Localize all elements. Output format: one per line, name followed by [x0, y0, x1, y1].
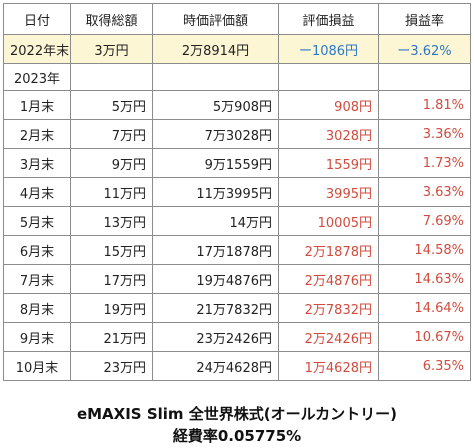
invested-cell: 11万円 — [70, 177, 153, 207]
month-cell: 6月末 — [3, 235, 71, 265]
invested-cell: 13万円 — [70, 206, 153, 236]
value-cell: 19万4876円 — [152, 264, 279, 294]
month-cell: 5月末 — [3, 206, 71, 236]
header-value: 時価評価額 — [152, 3, 279, 35]
pl-cell: 1万4628円 — [278, 351, 379, 381]
table-row: 4月末 11万円 11万3995円 3995円 3.63% — [3, 177, 471, 207]
table-row: 3月末 9万円 9万1559円 1559円 1.73% — [3, 148, 471, 178]
table-row: 5月末 13万円 14万円 10005円 7.69% — [3, 206, 471, 236]
invested-cell: 21万円 — [70, 322, 153, 352]
year-empty-cell — [378, 63, 471, 91]
invested-cell: 7万円 — [70, 119, 153, 149]
table-row: 7月末 17万円 19万4876円 2万4876円 14.63% — [3, 264, 471, 294]
rate-cell: 14.64% — [378, 293, 471, 323]
value-cell: 11万3995円 — [152, 177, 279, 207]
pl-cell: 908円 — [278, 90, 379, 120]
year-empty-cell — [278, 63, 379, 91]
header-pl: 評価損益 — [278, 3, 379, 35]
performance-table: 日付 取得総額 時価評価額 評価損益 損益率 2022年末 3万円 2万8914… — [3, 3, 471, 381]
rate-cell: 1.81% — [378, 90, 471, 120]
invested-cell: 23万円 — [70, 351, 153, 381]
value-cell: 5万908円 — [152, 90, 279, 120]
pl-cell: 3995円 — [278, 177, 379, 207]
base-pl: ー1086円 — [278, 34, 379, 64]
fund-name: eMAXIS Slim 全世界株式(オールカントリー) — [76, 405, 398, 423]
header-invested: 取得総額 — [70, 3, 153, 35]
month-cell: 2月末 — [3, 119, 71, 149]
value-cell: 7万3028円 — [152, 119, 279, 149]
table-row: 8月末 19万円 21万7832円 2万7832円 14.64% — [3, 293, 471, 323]
invested-cell: 9万円 — [70, 148, 153, 178]
month-cell: 3月末 — [3, 148, 71, 178]
rate-cell: 6.35% — [378, 351, 471, 381]
invested-cell: 19万円 — [70, 293, 153, 323]
pl-cell: 10005円 — [278, 206, 379, 236]
rate-cell: 14.58% — [378, 235, 471, 265]
table-body: 日付 取得総額 時価評価額 評価損益 損益率 2022年末 3万円 2万8914… — [3, 3, 471, 381]
year-empty-cell — [70, 63, 153, 91]
expense-ratio: 経費率0.05775% — [172, 427, 302, 445]
value-cell: 9万1559円 — [152, 148, 279, 178]
pl-cell: 3028円 — [278, 119, 379, 149]
invested-cell: 15万円 — [70, 235, 153, 265]
base-rate: ー3.62% — [378, 34, 471, 64]
pl-cell: 2万7832円 — [278, 293, 379, 323]
value-cell: 21万7832円 — [152, 293, 279, 323]
month-cell: 1月末 — [3, 90, 71, 120]
rate-cell: 7.69% — [378, 206, 471, 236]
base-row: 2022年末 3万円 2万8914円 ー1086円 ー3.62% — [3, 34, 471, 64]
rate-cell: 3.36% — [378, 119, 471, 149]
pl-cell: 1559円 — [278, 148, 379, 178]
rate-cell: 1.73% — [378, 148, 471, 178]
year-row: 2023年 — [3, 63, 471, 91]
month-cell: 8月末 — [3, 293, 71, 323]
pl-cell: 2万2426円 — [278, 322, 379, 352]
value-cell: 17万1878円 — [152, 235, 279, 265]
value-cell: 23万2426円 — [152, 322, 279, 352]
base-invested: 3万円 — [70, 34, 153, 64]
base-value: 2万8914円 — [152, 34, 279, 64]
header-rate: 損益率 — [378, 3, 471, 35]
table-row: 6月末 15万円 17万1878円 2万1878円 14.58% — [3, 235, 471, 265]
base-date: 2022年末 — [3, 34, 71, 64]
header-row: 日付 取得総額 時価評価額 評価損益 損益率 — [3, 3, 471, 35]
month-cell: 4月末 — [3, 177, 71, 207]
table-row: 10月末 23万円 24万4628円 1万4628円 6.35% — [3, 351, 471, 381]
month-cell: 10月末 — [3, 351, 71, 381]
value-cell: 14万円 — [152, 206, 279, 236]
month-cell: 7月末 — [3, 264, 71, 294]
year-label: 2023年 — [3, 63, 71, 91]
table-row: 9月末 21万円 23万2426円 2万2426円 10.67% — [3, 322, 471, 352]
rate-cell: 14.63% — [378, 264, 471, 294]
table-row: 2月末 7万円 7万3028円 3028円 3.36% — [3, 119, 471, 149]
pl-cell: 2万1878円 — [278, 235, 379, 265]
year-empty-cell — [152, 63, 279, 91]
rate-cell: 3.63% — [378, 177, 471, 207]
invested-cell: 5万円 — [70, 90, 153, 120]
value-cell: 24万4628円 — [152, 351, 279, 381]
pl-cell: 2万4876円 — [278, 264, 379, 294]
rate-cell: 10.67% — [378, 322, 471, 352]
table-row: 1月末 5万円 5万908円 908円 1.81% — [3, 90, 471, 120]
header-date: 日付 — [3, 3, 71, 35]
invested-cell: 17万円 — [70, 264, 153, 294]
month-cell: 9月末 — [3, 322, 71, 352]
